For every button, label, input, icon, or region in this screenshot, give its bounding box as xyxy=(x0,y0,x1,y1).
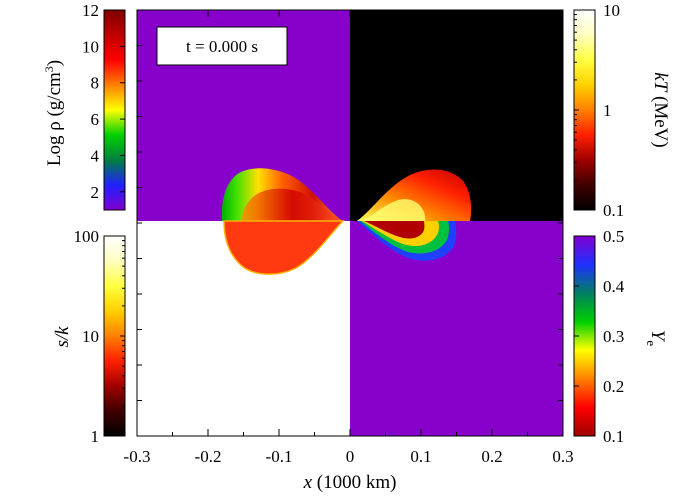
density-colorbar-tick-label: 2 xyxy=(91,183,100,202)
entropy-colorbar-title: s/k xyxy=(52,326,73,348)
entropy-colorbar-tick-label: 100 xyxy=(74,227,100,246)
temperature-colorbar-tick-label: 1 xyxy=(603,101,612,120)
electron_fraction-colorbar-tick-label: 0.3 xyxy=(603,327,624,346)
x-axis-tick-label: -0.2 xyxy=(195,447,222,466)
temperature-blob-hot xyxy=(362,199,426,221)
ye-title-sub: e xyxy=(644,340,659,346)
x-axis-tick-label: 0 xyxy=(346,447,355,466)
temperature-title-unit: (MeV) xyxy=(650,91,671,147)
temperature-colorbar-tick-label: 0.1 xyxy=(603,201,624,220)
ye-blob-core xyxy=(364,221,425,239)
x-axis-tick-label: -0.1 xyxy=(266,447,293,466)
colorbars: 2 4 6 8 10 12 0.1 1 10 1 10 100 0.1 0.2 0.3 0.4 0.5 xyxy=(74,1,625,446)
x-axis-tick-label: 0.1 xyxy=(410,447,431,466)
entropy-colorbar-tick-label: 10 xyxy=(82,327,99,346)
temperature-colorbar-title: kT (MeV) xyxy=(650,72,671,147)
electron_fraction-colorbar-tick-label: 0.2 xyxy=(603,377,624,396)
entropy-blob xyxy=(223,220,345,275)
x-axis-tick-label: 0.3 xyxy=(552,447,573,466)
main-plot xyxy=(136,9,564,437)
density-colorbar-tick-label: 4 xyxy=(91,146,100,165)
x-axis-tick-label: -0.3 xyxy=(124,447,151,466)
density-blob-core xyxy=(242,188,343,221)
time-label-box: t = 0.000 s xyxy=(156,26,288,66)
x-axis-label-unit: (1000 km) xyxy=(312,472,396,493)
electron_fraction-colorbar-tick-label: 0.5 xyxy=(603,227,624,246)
x-axis-label-var: x xyxy=(303,472,313,493)
temperature-title-var: kT xyxy=(650,72,671,92)
x-axis-label: x (1000 km) xyxy=(303,472,397,493)
time-label: t = 0.000 s xyxy=(186,37,258,56)
entropy-colorbar-tick-label: 1 xyxy=(91,427,100,446)
ye-title-var: Y xyxy=(647,330,668,343)
ye-colorbar-title: Ye xyxy=(644,330,668,347)
electron_fraction-colorbar-tick-label: 0.4 xyxy=(603,277,625,296)
density-colorbar-tick-label: 12 xyxy=(82,1,99,20)
x-axis-tick-label: 0.2 xyxy=(481,447,502,466)
density-title-main: Log ρ (g/cm xyxy=(44,72,65,166)
density-colorbar-tick-label: 6 xyxy=(91,110,100,129)
density-colorbar-tick-label: 8 xyxy=(91,74,100,93)
electron-fraction-quadrant xyxy=(350,221,563,436)
density-colorbar-title: Log ρ (g/cm3) xyxy=(42,60,65,166)
density-title-sup: 3 xyxy=(42,66,56,72)
electron_fraction-colorbar-tick-label: 0.1 xyxy=(603,427,624,446)
plot-minor-ticks xyxy=(137,9,563,437)
temperature-colorbar-tick-label: 10 xyxy=(603,1,620,20)
x-axis: -0.3 -0.2 -0.1 0 0.1 0.2 0.3 xyxy=(124,10,574,466)
density-title-end: ) xyxy=(44,60,65,66)
density-colorbar-tick-label: 10 xyxy=(82,37,99,56)
density-colorbar xyxy=(103,9,126,211)
